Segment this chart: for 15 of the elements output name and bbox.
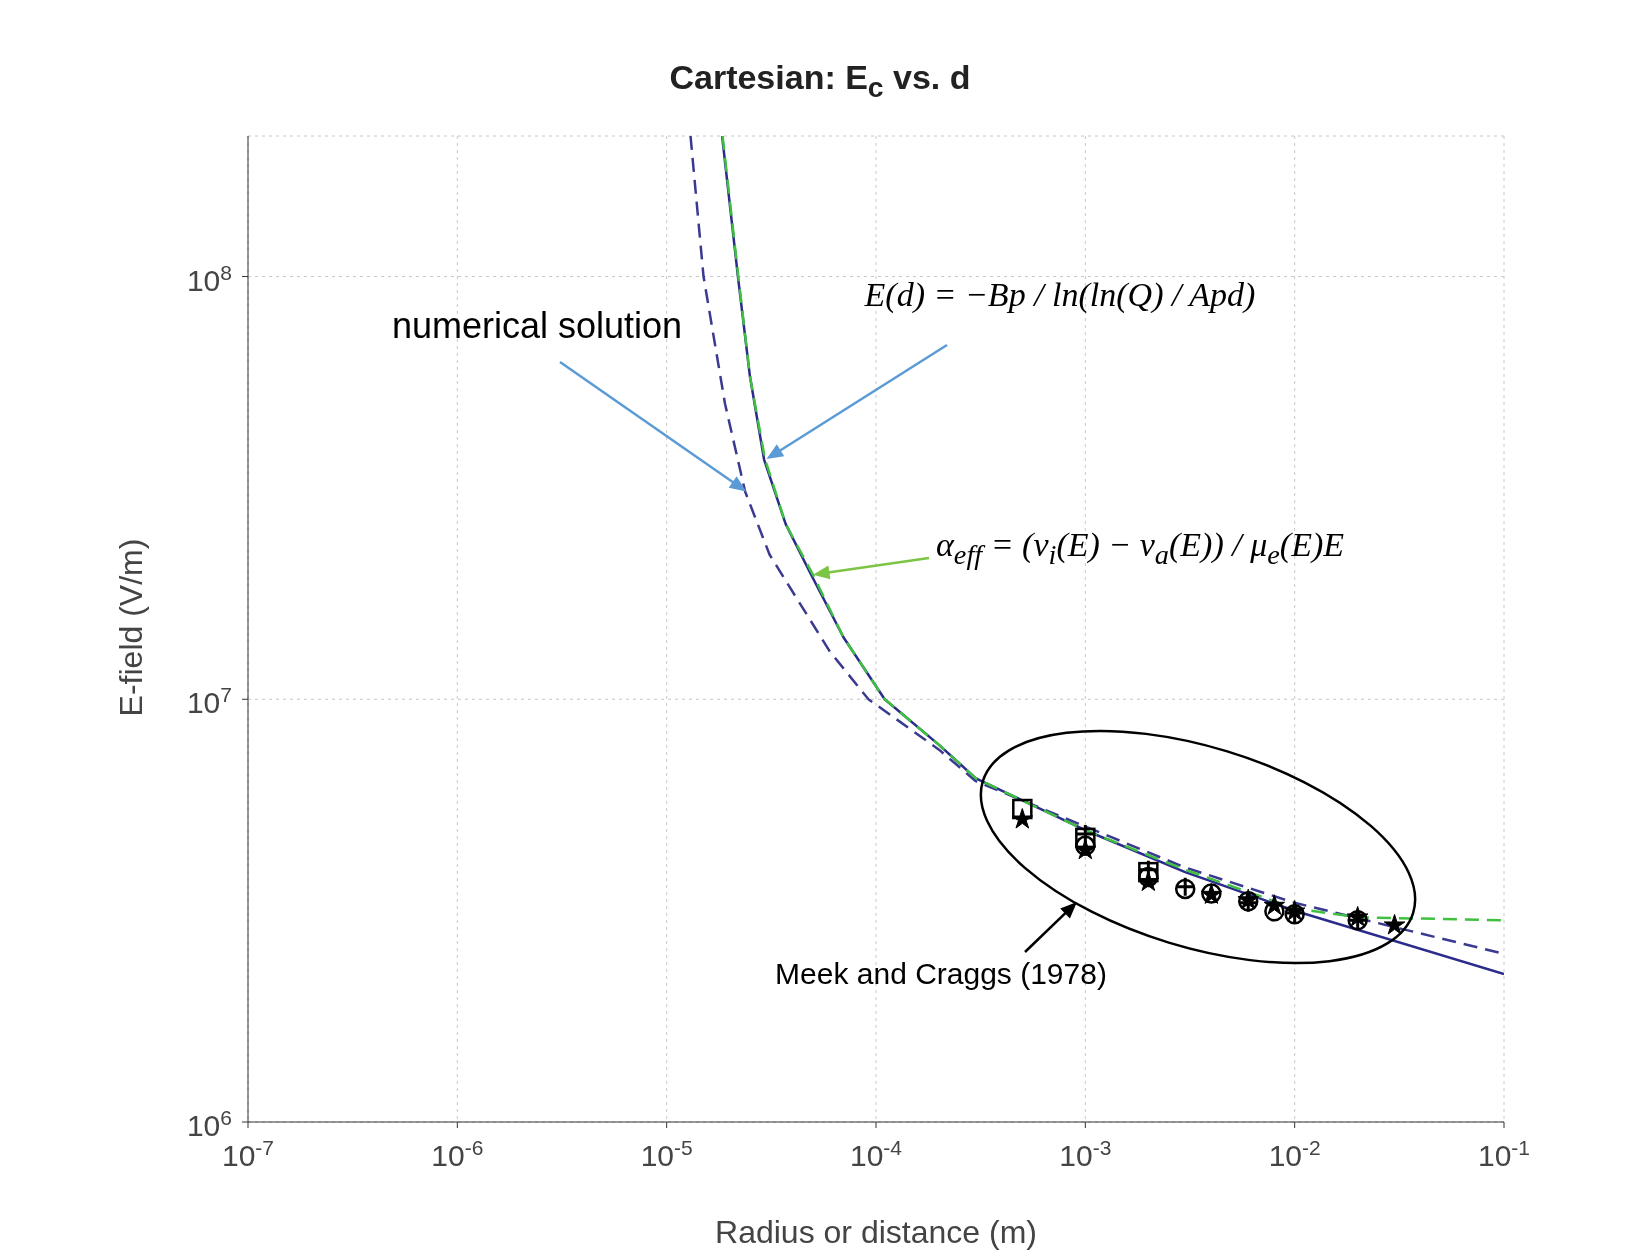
annotation: Meek and Craggs (1978) <box>774 957 1108 991</box>
x-tick-label: 10$^{-5}$ <box>640 1135 693 1172</box>
x-tick-label: 10$^{-2}$ <box>1268 1135 1321 1172</box>
x-tick-label: 10$^{-4}$ <box>849 1135 903 1172</box>
x-tick-label: 10$^{-1}$ <box>1477 1135 1531 1172</box>
y-tick-label: 10$^{7}$ <box>186 682 232 720</box>
y-tick-label: 10$^{8}$ <box>186 260 232 297</box>
y-axis-title: E-field (V/m) <box>112 537 150 719</box>
x-tick-label: 10$^{-3}$ <box>1059 1135 1112 1172</box>
x-tick-label: 10$^{-6}$ <box>431 1135 484 1172</box>
annotation: E(d) = −Bp / ln(ln(Q) / Apd) <box>863 276 1257 315</box>
x-axis-title: Radius or distance (m) <box>714 1214 1038 1251</box>
text: α$_{eff}$ = (ν$_{i}$(E) − ν$_{a}$(E)) / μ$_{e}$(E)E <box>935 526 1345 570</box>
annotation: numerical solution <box>390 304 684 347</box>
chart-title: Cartesian: E$_{c}$ vs. d <box>668 58 972 104</box>
